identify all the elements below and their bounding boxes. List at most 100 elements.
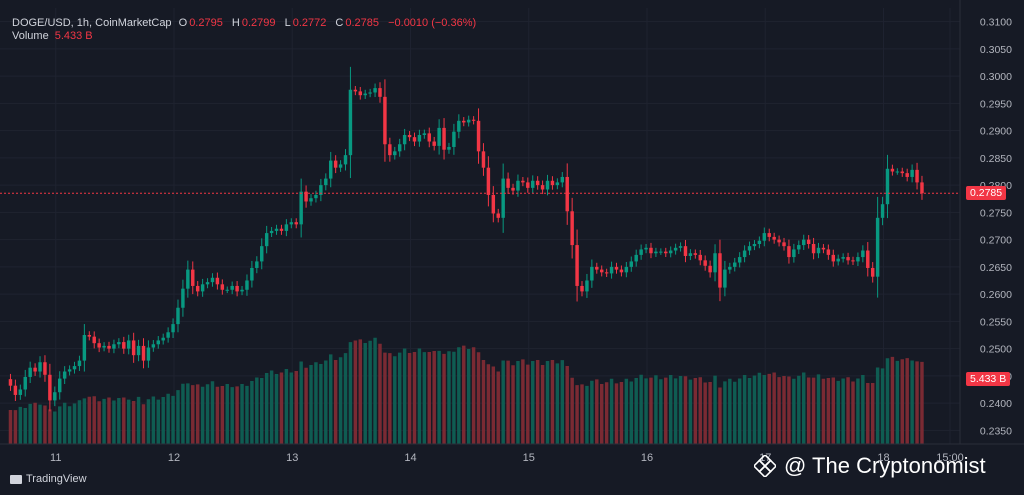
volume-bar — [397, 352, 402, 444]
volume-bar — [457, 347, 461, 444]
cryptonomist-logo-icon — [754, 455, 776, 477]
tradingview-logo[interactable]: TradingView — [10, 473, 87, 485]
volume-bar — [191, 385, 195, 444]
volume-bar — [324, 360, 328, 444]
candle-body — [23, 376, 27, 390]
candle-body — [466, 119, 471, 123]
volume-bar — [176, 390, 180, 444]
volume-bar — [575, 385, 579, 444]
candle-body — [595, 266, 599, 270]
candle-body — [462, 120, 466, 123]
candles — [8, 66, 924, 412]
candle-body — [516, 180, 520, 191]
candle-body — [112, 344, 116, 349]
volume-bar — [146, 399, 151, 444]
volume-bar — [48, 409, 52, 444]
candle-body — [314, 194, 318, 199]
volume-bar — [378, 343, 382, 444]
candle-body — [560, 176, 565, 183]
candle-body — [122, 342, 126, 349]
volume-bar — [895, 360, 900, 444]
volume-bar — [333, 360, 338, 444]
candle-body — [737, 257, 742, 263]
volume-bar — [604, 382, 609, 444]
volume-bar — [590, 380, 594, 444]
candle-body — [333, 160, 338, 168]
candle-body — [708, 265, 712, 273]
volume-bar — [481, 360, 486, 444]
candle-body — [53, 392, 57, 401]
volume-tag: 5.433 B — [966, 372, 1011, 386]
candle-body — [200, 284, 205, 292]
x-tick-label: 14 — [404, 452, 416, 464]
y-tick-label: 0.2600 — [980, 289, 1012, 301]
volume-bar — [801, 372, 806, 444]
y-tick-label: 0.2400 — [980, 398, 1012, 410]
volume-bar — [131, 401, 136, 444]
volume-bar — [314, 362, 318, 444]
volume-bar — [393, 356, 397, 444]
candle-body — [659, 251, 663, 253]
volume-bar — [516, 361, 520, 444]
candle-body — [102, 345, 106, 348]
volume-bar — [328, 354, 333, 444]
candle-body — [718, 253, 722, 288]
volume-bar — [447, 351, 451, 444]
candle-body — [905, 173, 909, 177]
candle-body — [668, 250, 673, 254]
volume-bar — [18, 406, 23, 444]
candle-body — [585, 280, 589, 292]
volume-value: 5.433 B — [54, 30, 93, 42]
volume-bar — [703, 382, 707, 444]
volume-bar — [264, 373, 269, 444]
candle-body — [72, 366, 77, 370]
candle-body — [141, 345, 146, 361]
high-value: 0.2799 — [241, 17, 276, 29]
candle-body — [565, 176, 569, 212]
candle-body — [97, 343, 101, 348]
volume-bar — [112, 400, 116, 444]
candle-body — [575, 245, 579, 286]
x-axis: 11 12 13 14 15 16 17 18 15:00 — [50, 452, 964, 464]
candle-body — [664, 251, 668, 254]
candle-body — [269, 230, 274, 234]
candle-body — [688, 253, 693, 256]
candle-body — [260, 246, 264, 262]
volume-bar — [279, 372, 284, 444]
candle-body — [48, 374, 52, 401]
volume-bar — [511, 365, 515, 444]
symbol-label[interactable]: DOGE/USD, 1h, CoinMarketCap — [12, 17, 172, 29]
candle-body — [82, 335, 87, 361]
candle-body — [368, 92, 372, 94]
volume-bar — [348, 342, 353, 444]
volume-label[interactable]: Volume — [12, 30, 49, 42]
candle-body — [363, 93, 367, 96]
candle-body — [580, 285, 584, 292]
volume-bar — [565, 366, 569, 444]
volume-bar — [97, 401, 101, 444]
volume-bar — [107, 397, 111, 444]
volume-bar — [230, 387, 234, 444]
volume-bar — [614, 383, 619, 444]
candle-body — [407, 134, 412, 138]
volume-bar — [309, 365, 313, 444]
candle-body — [772, 236, 776, 240]
candle-body — [624, 266, 629, 273]
volume-bar — [432, 351, 436, 444]
volume-bar — [269, 370, 274, 444]
y-tick-label: 0.3100 — [980, 17, 1012, 29]
volume-bar — [471, 347, 476, 444]
candle-body — [644, 247, 648, 250]
candle-body — [526, 182, 530, 188]
candle-body — [92, 336, 96, 344]
candle-body — [501, 178, 505, 218]
candle-body — [8, 379, 13, 386]
volume-bar — [861, 375, 865, 444]
volume-bar — [422, 352, 427, 444]
volume-bar — [728, 378, 732, 444]
volume-bar — [412, 352, 417, 444]
volume-bar — [289, 372, 294, 444]
candle-body — [294, 222, 298, 225]
volume-bar — [831, 377, 836, 444]
